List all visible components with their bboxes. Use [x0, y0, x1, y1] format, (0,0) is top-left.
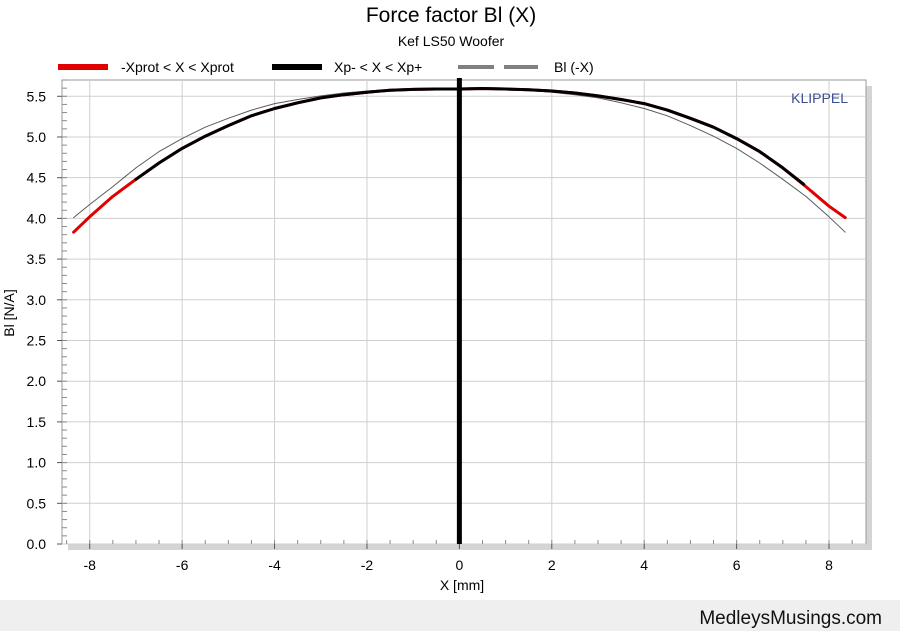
y-tick-labels: 0.0 0.5 1.0 1.5 2.0 2.5 3.0 3.5 4.0 4.5 5.0 5.5: [27, 88, 47, 552]
footer-bar: MedleysMusings.com: [0, 600, 900, 631]
chart-subtitle: Kef LS50 Woofer: [398, 33, 505, 49]
x-tick-label: 6: [733, 557, 741, 573]
y-tick-label: 0.5: [27, 495, 47, 511]
legend: -Xprot < X < Xprot Xp- < X < Xp+ Bl (-X): [58, 59, 594, 75]
y-tick-label: 4.5: [27, 170, 47, 186]
y-tick-label: 0.0: [27, 536, 47, 552]
y-tick-label: 2.0: [27, 373, 47, 389]
x-tick-label: -8: [83, 557, 96, 573]
y-tick-label: 5.0: [27, 129, 47, 145]
x-axis-label: X [mm]: [440, 577, 484, 593]
chart: Force factor Bl (X) Kef LS50 Woofer -Xpr…: [1, 4, 872, 593]
legend-label: Xp- < X < Xp+: [334, 59, 422, 75]
y-tick-label: 1.0: [27, 455, 47, 471]
x-tick-label: -2: [361, 557, 374, 573]
x-tick-label: 0: [455, 557, 463, 573]
legend-label: -Xprot < X < Xprot: [121, 59, 234, 75]
site-credit: MedleysMusings.com: [699, 608, 882, 629]
chart-title: Force factor Bl (X): [366, 4, 536, 27]
x-tick-label: -4: [268, 557, 281, 573]
y-tick-label: 5.5: [27, 88, 47, 104]
x-tick-label: -6: [176, 557, 189, 573]
grid: [62, 80, 866, 545]
y-tick-label: 3.0: [27, 292, 47, 308]
y-tick-label: 3.5: [27, 251, 47, 267]
x-tick-label: 2: [548, 557, 556, 573]
x-tick-label: 8: [825, 557, 833, 573]
x-tick-label: 4: [640, 557, 648, 573]
y-axis-label: Bl [N/A]: [1, 289, 17, 336]
minor-ticks: [57, 79, 853, 549]
watermark: KLIPPEL: [791, 90, 848, 106]
y-tick-label: 2.5: [27, 332, 47, 348]
y-tick-label: 1.5: [27, 414, 47, 430]
series-xp-range: [134, 87, 806, 186]
x-tick-labels: -8 -6 -4 -2 0 2 4 6 8: [83, 557, 833, 573]
y-tick-label: 4.0: [27, 210, 47, 226]
legend-label: Bl (-X): [554, 59, 594, 75]
